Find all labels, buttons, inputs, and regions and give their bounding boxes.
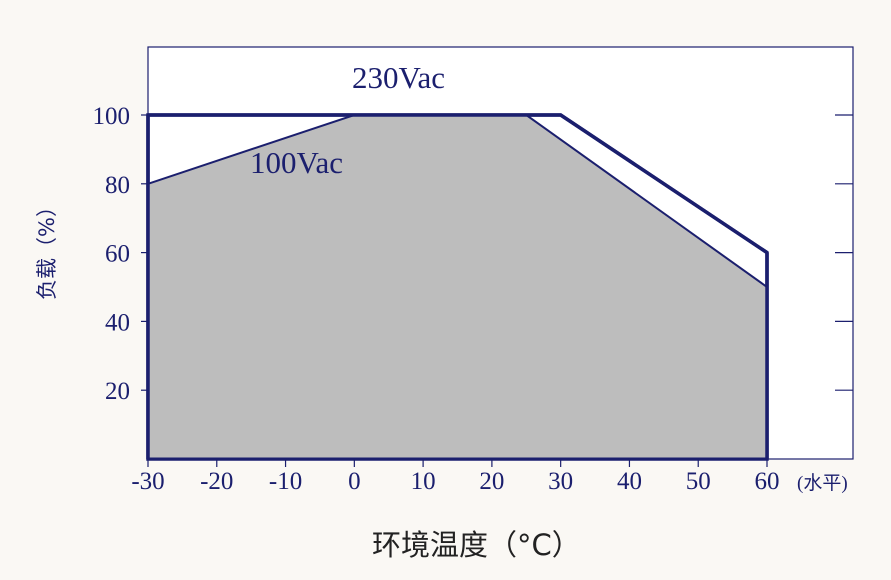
- x-tick-label: 50: [686, 468, 711, 495]
- x-tick-label: -10: [269, 468, 302, 495]
- series-label-230vac: 230Vac: [352, 60, 445, 95]
- x-tick-label: 30: [548, 468, 573, 495]
- y-tick-label: 40: [105, 309, 130, 336]
- line-230vac: [148, 113, 768, 255]
- x-tick-label: 10: [411, 468, 436, 495]
- y-tick-label: 100: [93, 103, 131, 130]
- x-unit-note: (水平): [797, 472, 848, 494]
- series-label-100vac: 100Vac: [250, 145, 343, 180]
- x-tick-label: 0: [348, 468, 361, 495]
- x-tick-label: 40: [617, 468, 642, 495]
- y-tick-label: 20: [105, 378, 130, 405]
- x-tick-label: -20: [200, 468, 233, 495]
- x-axis-title: 环境温度（°C）: [372, 528, 581, 562]
- y-tick-label: 60: [105, 241, 130, 268]
- y-tick-label: 80: [105, 172, 130, 199]
- y-axis-title: 负载（%）: [35, 196, 59, 300]
- x-tick-label: 20: [479, 468, 504, 495]
- x-tick-label: 60: [755, 468, 780, 495]
- x-tick-label: -30: [131, 468, 164, 495]
